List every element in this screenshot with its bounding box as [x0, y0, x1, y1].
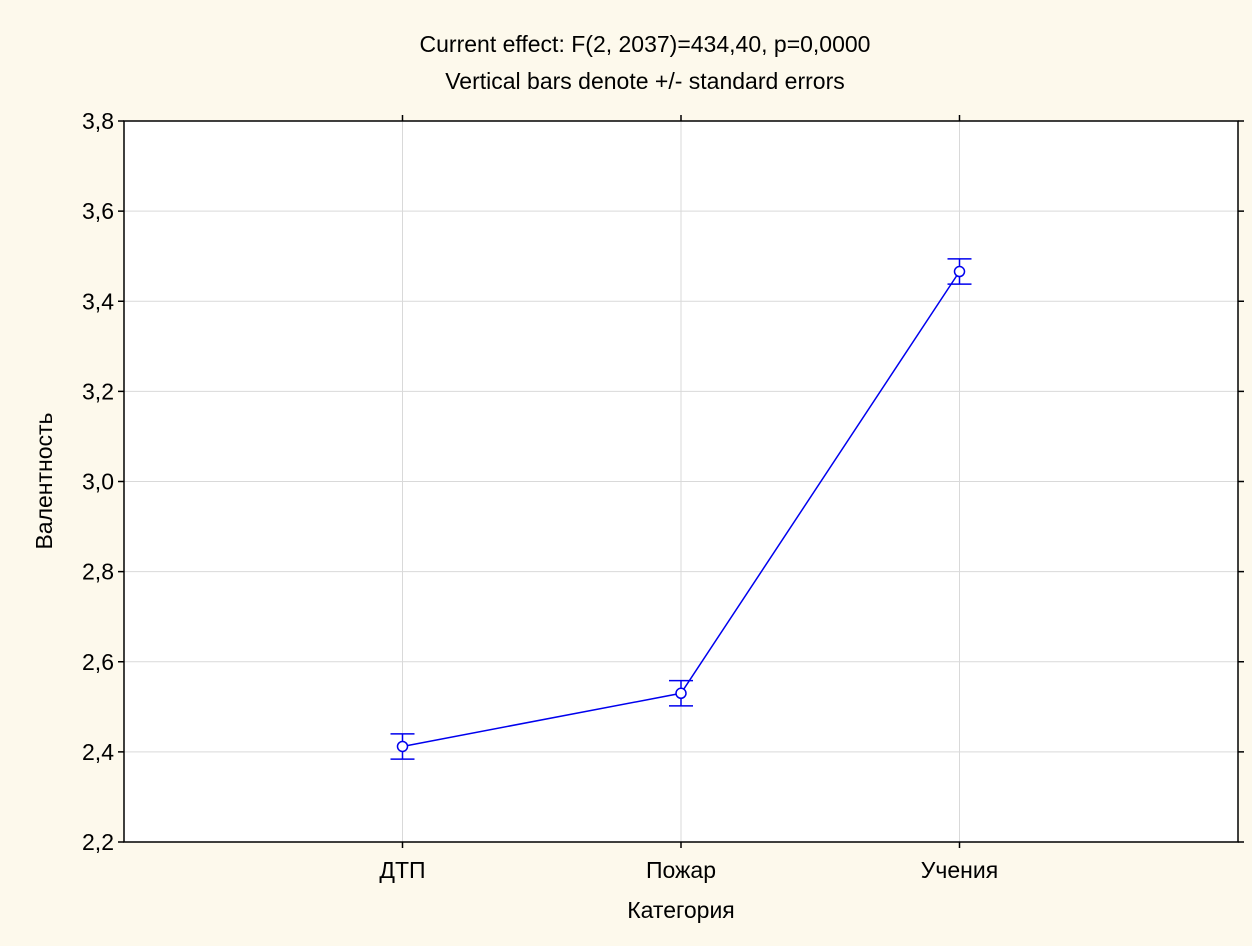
data-point-1 [675, 687, 687, 700]
y-tick-label-1: 2,4 [82, 739, 114, 765]
y-tick-label-0: 2,2 [82, 829, 114, 855]
data-point-0 [396, 740, 409, 753]
y-axis-title: Валентность [31, 412, 57, 549]
axes [118, 115, 1244, 848]
y-tick-label-2: 2,6 [82, 649, 114, 675]
x-axis-title: Категория [627, 897, 735, 923]
y-tick-label-8: 3,8 [82, 108, 114, 134]
tick-labels: 2,2 2,4 2,6 2,8 3,0 3,2 3,4 3,6 3,8 ДТП Пожар Учени… [82, 108, 998, 883]
y-tick-label-7: 3,6 [82, 198, 114, 224]
data-point-2 [953, 265, 966, 278]
x-tick-label-0: ДТП [379, 857, 425, 883]
y-tick-label-5: 3,2 [82, 378, 114, 404]
y-tick-label-4: 3,0 [82, 469, 114, 495]
y-tick-label-6: 3,4 [82, 288, 114, 314]
series-layer [390, 258, 972, 760]
chart-subtitle: Vertical bars denote +/- standard errors [445, 68, 845, 94]
y-tick-label-3: 2,8 [82, 559, 114, 585]
chart-title: Current effect: F(2, 2037)=434,40, p=0,0… [420, 31, 871, 57]
grid-lines [124, 121, 1238, 842]
x-tick-label-1: Пожар [646, 857, 716, 883]
x-tick-label-2: Учения [921, 857, 998, 883]
